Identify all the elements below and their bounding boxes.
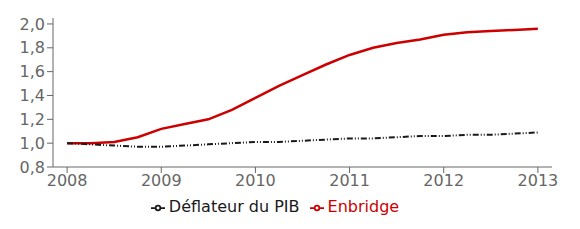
svg-text:0,8: 0,8 (20, 158, 45, 177)
svg-text:1,4: 1,4 (20, 86, 45, 105)
svg-text:1,0: 1,0 (20, 134, 45, 153)
svg-text:2,0: 2,0 (20, 15, 45, 34)
svg-text:2013: 2013 (518, 171, 559, 190)
svg-text:1,2: 1,2 (20, 110, 45, 129)
svg-text:1,8: 1,8 (20, 38, 45, 57)
html-text:Enbridge: Enbridge (327, 197, 400, 216)
svg-text:2011: 2011 (329, 171, 370, 190)
svg-text:2008: 2008 (47, 171, 88, 190)
svg-text:1,6: 1,6 (20, 62, 45, 81)
svg-text:2012: 2012 (423, 171, 464, 190)
svg-text:2010: 2010 (235, 171, 276, 190)
svg-text:2009: 2009 (141, 171, 182, 190)
html-text:Déflateur du PIB: Déflateur du PIB (168, 197, 300, 216)
